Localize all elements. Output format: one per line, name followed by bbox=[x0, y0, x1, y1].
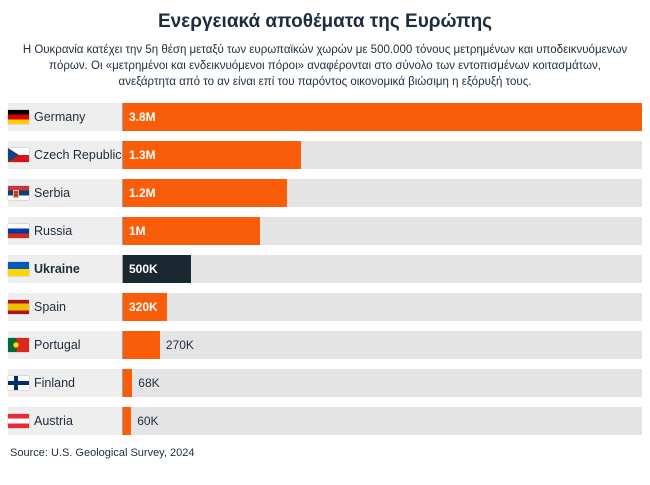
label-cell: Austria bbox=[8, 406, 123, 435]
bar-chart: Germany 3.8M 3.8M Czech Republic 1.3M 1.… bbox=[8, 102, 642, 435]
chart-row-serbia: Serbia 1.2M 1.2M bbox=[8, 178, 642, 207]
bar-track: 1M 1M bbox=[123, 216, 642, 245]
value-label-inside: 1.3M bbox=[129, 147, 156, 162]
label-cell: Spain bbox=[8, 292, 123, 321]
value-bar-highlight: 500K bbox=[123, 254, 192, 283]
flag-portugal-icon bbox=[8, 337, 29, 352]
flag-austria-icon bbox=[8, 413, 29, 428]
flag-ukraine-icon bbox=[8, 261, 29, 276]
value-bar: 320K bbox=[123, 292, 167, 321]
chart-row-russia: Russia 1M 1M bbox=[8, 216, 642, 245]
bar-track: 320K 320K bbox=[123, 292, 642, 321]
value-bar: 1.3M bbox=[123, 140, 301, 169]
country-label: Germany bbox=[34, 109, 86, 124]
chart-title: Ενεργειακά αποθέματα της Ευρώπης bbox=[157, 11, 493, 32]
value-label-outside: 68K bbox=[138, 375, 160, 390]
label-cell: Ukraine bbox=[8, 254, 123, 283]
value-label-inside: 1.2M bbox=[129, 185, 156, 200]
bar-track: 1.2M 1.2M bbox=[123, 178, 642, 207]
country-label: Spain bbox=[34, 299, 66, 314]
country-label: Czech Republic bbox=[34, 147, 122, 162]
chart-card: Ενεργειακά αποθέματα της Ευρώπης Η Ουκρα… bbox=[8, 11, 642, 459]
country-label: Ukraine bbox=[34, 261, 80, 276]
country-label: Serbia bbox=[34, 185, 71, 200]
value-label-inside: 320K bbox=[129, 299, 158, 314]
value-label-outside: 270K bbox=[165, 337, 194, 352]
value-bar: 1.2M bbox=[123, 178, 287, 207]
value-label-inside: 3.8M bbox=[129, 109, 156, 124]
value-label-inside: 500K bbox=[129, 261, 158, 276]
bar-track: 1.3M 1.3M bbox=[123, 140, 642, 169]
chart-row-portugal: Portugal 270K 270K bbox=[8, 330, 642, 359]
chart-row-czech-republic: Czech Republic 1.3M 1.3M bbox=[8, 140, 642, 169]
chart-row-germany: Germany 3.8M 3.8M bbox=[8, 102, 642, 131]
label-cell: Serbia bbox=[8, 178, 123, 207]
value-bar: 60K bbox=[123, 406, 132, 435]
country-label: Austria bbox=[34, 413, 73, 428]
chart-row-spain: Spain 320K 320K bbox=[8, 292, 642, 321]
value-bar: 1M bbox=[123, 216, 260, 245]
value-bar: 68K bbox=[123, 368, 133, 397]
chart-row-ukraine: Ukraine 500K 500K bbox=[8, 254, 642, 283]
source-note: Source: U.S. Geological Survey, 2024 bbox=[10, 446, 195, 459]
bar-track: 500K 500K bbox=[123, 254, 642, 283]
bar-track: 68K 68K bbox=[123, 368, 642, 397]
value-label-inside: 1M bbox=[129, 223, 146, 238]
bar-track: 60K 60K bbox=[123, 406, 642, 435]
label-cell: Germany bbox=[8, 102, 123, 131]
flag-finland-icon bbox=[8, 375, 29, 390]
flag-serbia-icon bbox=[8, 185, 29, 200]
flag-germany-icon bbox=[8, 109, 29, 124]
flag-russia-icon bbox=[8, 223, 29, 238]
value-bar: 270K bbox=[123, 330, 160, 359]
country-label: Russia bbox=[34, 223, 73, 238]
country-label: Portugal bbox=[34, 337, 81, 352]
label-cell: Russia bbox=[8, 216, 123, 245]
flag-czech-republic-icon bbox=[8, 147, 29, 162]
label-cell: Czech Republic bbox=[8, 140, 123, 169]
chart-row-finland: Finland 68K 68K bbox=[8, 368, 642, 397]
label-cell: Portugal bbox=[8, 330, 123, 359]
bar-track: 270K 270K bbox=[123, 330, 642, 359]
label-cell: Finland bbox=[8, 368, 123, 397]
value-bar: 3.8M bbox=[123, 102, 642, 131]
bar-track: 3.8M 3.8M bbox=[123, 102, 642, 131]
chart-row-austria: Austria 60K 60K bbox=[8, 406, 642, 435]
chart-description: Η Ουκρανία κατέχει την 5η θέση μεταξύ τω… bbox=[22, 43, 628, 89]
country-label: Finland bbox=[34, 375, 75, 390]
flag-spain-icon bbox=[8, 299, 29, 314]
value-label-outside: 60K bbox=[137, 413, 159, 428]
